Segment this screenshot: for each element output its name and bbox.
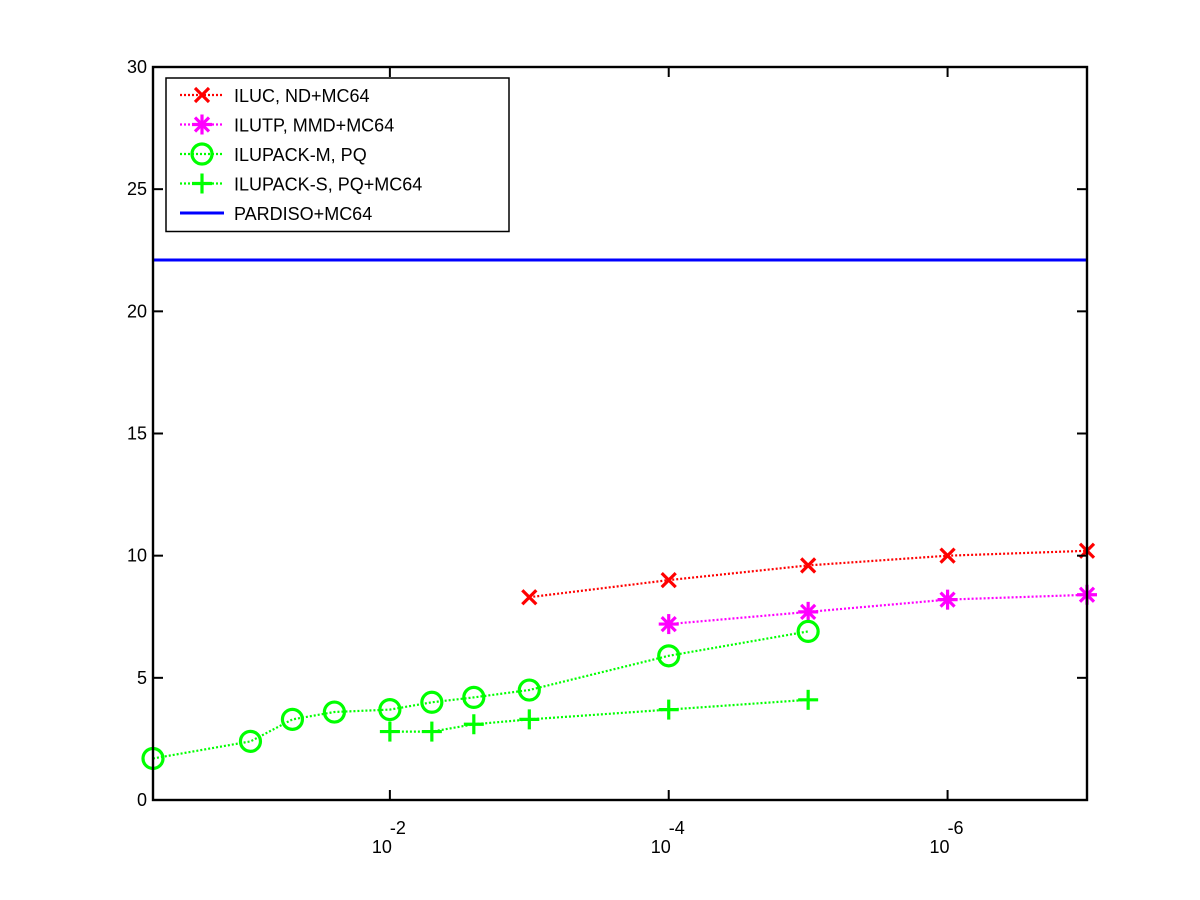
legend-entry-pardiso-mc64: PARDISO+MC64 (180, 204, 372, 224)
point-ilutp-mmd-mc64-2 (937, 589, 958, 610)
point-ilupack-m-pq-7 (517, 678, 541, 702)
legend-label-pardiso-mc64: PARDISO+MC64 (234, 204, 372, 224)
point-ilupack-m-pq-1-ring (238, 729, 263, 753)
point-iluc-nd-mc64-1-stroke-b (660, 571, 677, 589)
series-line-ilupack-m-pq (152, 630, 809, 760)
legend: ILUC, ND+MC64 ILUTP, MMD+MC64 ILUPACK-M, P… (165, 77, 510, 233)
point-iluc-nd-mc64-3 (939, 547, 956, 564)
legend-entry-iluc-nd-mc64: ILUC, ND+MC64 (180, 86, 370, 106)
point-ilupack-m-pq-9 (796, 619, 820, 644)
point-iluc-nd-mc64-0 (521, 589, 538, 606)
point-ilupack-m-pq-3 (322, 700, 346, 724)
legend-marker-iluc-nd-mc64-stroke-b (193, 86, 211, 104)
legend-marker-iluc-nd-mc64 (193, 86, 211, 104)
x-tick-label-base-0: 10 (372, 837, 392, 857)
point-iluc-nd-mc64-1 (660, 571, 677, 589)
point-ilupack-m-pq-2 (280, 707, 305, 731)
point-ilupack-m-pq-3-ring (322, 700, 346, 724)
legend-marker-ilutp-mmd-mc64-stroke-b (193, 116, 211, 133)
point-ilupack-m-pq-2-ring (280, 707, 305, 731)
legend-label-ilupack-s-pq-mc64: ILUPACK-S, PQ+MC64 (234, 175, 422, 195)
legend-marker-ilutp-mmd-mc64 (192, 114, 212, 135)
point-ilupack-m-pq-8-ring (657, 644, 681, 668)
series-ilupack-m-pq (141, 619, 820, 771)
point-ilutp-mmd-mc64-1 (798, 601, 819, 622)
y-tick-label-2: 10 (127, 546, 147, 566)
y-tick-label-0: 0 (137, 790, 147, 810)
y-tick-label-4: 20 (127, 301, 147, 321)
legend-entry-ilutp-mmd-mc64: ILUTP, MMD+MC64 (180, 114, 394, 136)
point-iluc-nd-mc64-0-stroke-b (521, 589, 538, 606)
point-ilutp-mmd-mc64-1-stroke-b (800, 603, 817, 620)
legend-marker-ilupack-m-pq-ring (190, 142, 214, 166)
point-ilupack-m-pq-6-ring (462, 685, 486, 709)
point-ilupack-m-pq-5-ring (420, 690, 444, 714)
legend-label-ilupack-m-pq: ILUPACK-M, PQ (234, 145, 367, 165)
legend-entry-ilupack-s-pq-mc64: ILUPACK-S, PQ+MC64 (180, 173, 422, 195)
point-ilutp-mmd-mc64-2-stroke-b (939, 591, 956, 608)
legend-box (165, 77, 510, 233)
y-tick-label-1: 5 (137, 668, 147, 688)
point-ilupack-m-pq-4-ring (378, 697, 402, 722)
point-ilupack-m-pq-7-ring (517, 678, 541, 702)
point-ilupack-m-pq-6 (462, 685, 486, 709)
x-tick-label-base-2: 10 (930, 837, 950, 857)
series-ilupack-s-pq-mc64 (379, 689, 819, 742)
point-ilupack-s-pq-mc64-2 (463, 714, 484, 735)
point-iluc-nd-mc64-2 (800, 557, 817, 574)
plot-area (141, 258, 1097, 771)
point-ilupack-m-pq-8 (657, 644, 681, 668)
y-tick-label-6: 30 (127, 57, 147, 77)
point-ilupack-m-pq-1 (238, 729, 263, 753)
legend-marker-ilupack-s-pq-mc64 (192, 173, 212, 194)
y-tick-label-5: 25 (127, 179, 147, 199)
y-tick-label-3: 15 (127, 424, 147, 444)
point-ilupack-s-pq-mc64-4 (658, 699, 679, 720)
point-ilupack-s-pq-mc64-3 (519, 709, 540, 730)
x-tick-label-exponent-0: -2 (390, 818, 406, 838)
x-tick-label-exponent-2: -6 (948, 818, 964, 838)
legend-entry-ilupack-m-pq: ILUPACK-M, PQ (180, 142, 367, 166)
x-tick-label-base-1: 10 (651, 837, 671, 857)
point-ilupack-m-pq-4 (378, 697, 402, 722)
series-line-ilupack-s-pq-mc64 (389, 698, 809, 733)
point-ilutp-mmd-mc64-0 (658, 614, 679, 635)
series-line-ilutp-mmd-mc64 (668, 593, 1088, 626)
point-iluc-nd-mc64-3-stroke-b (939, 547, 956, 564)
x-tick-label-exponent-1: -4 (669, 818, 685, 838)
point-ilupack-m-pq-5 (420, 690, 444, 714)
legend-label-iluc-nd-mc64: ILUC, ND+MC64 (234, 86, 370, 106)
point-ilupack-s-pq-mc64-5 (798, 689, 819, 710)
legend-marker-ilupack-m-pq (190, 142, 214, 166)
point-ilupack-m-pq-9-ring (796, 619, 820, 644)
point-ilupack-s-pq-mc64-0 (379, 721, 400, 742)
point-ilupack-s-pq-mc64-1 (421, 721, 442, 742)
point-ilutp-mmd-mc64-0-stroke-b (660, 615, 677, 633)
point-iluc-nd-mc64-2-stroke-b (800, 557, 817, 574)
legend-label-ilutp-mmd-mc64: ILUTP, MMD+MC64 (234, 116, 394, 136)
series-ilutp-mmd-mc64 (658, 584, 1097, 635)
